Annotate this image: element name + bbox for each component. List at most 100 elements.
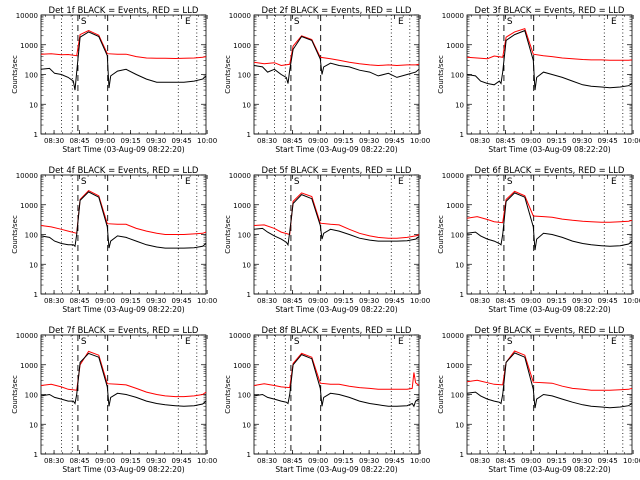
x-tick-label: 08:45 bbox=[282, 297, 302, 305]
x-tick-label: 08:30 bbox=[470, 137, 490, 145]
plot-frame bbox=[40, 14, 207, 135]
y-tick-label: 100 bbox=[25, 392, 38, 400]
x-tick-label: 09:00 bbox=[521, 137, 541, 145]
panel-6: Det 6f BLACK = Events, RED = LLD 1 10 100 10… bbox=[437, 166, 640, 314]
x-axis-label: Start Time (03-Aug-09 08:22:20) bbox=[488, 465, 610, 474]
y-tick-label: 10 bbox=[29, 261, 38, 269]
marker-label-e: E bbox=[611, 177, 617, 187]
panel-5: Det 5f BLACK = Events, RED = LLD 1 10 100 10… bbox=[224, 166, 430, 314]
x-tick-label: 08:45 bbox=[282, 457, 302, 465]
x-tick-label: 09:15 bbox=[333, 137, 353, 145]
x-tick-label: 08:30 bbox=[257, 137, 277, 145]
y-tick-label: 1000 bbox=[446, 202, 464, 210]
y-tick-label: 1000 bbox=[446, 42, 464, 50]
panel-4: Det 4f BLACK = Events, RED = LLD 1 10 100 10… bbox=[11, 166, 217, 314]
y-tick-label: 1000 bbox=[20, 362, 38, 370]
y-tick-label: 100 bbox=[451, 232, 464, 240]
y-tick-label: 1 bbox=[460, 291, 464, 299]
y-tick-label: 1000 bbox=[446, 362, 464, 370]
x-tick-label: 08:30 bbox=[470, 297, 490, 305]
x-axis-label: Start Time (03-Aug-09 08:22:20) bbox=[488, 305, 610, 314]
x-tick-label: 09:15 bbox=[333, 297, 353, 305]
y-tick-label: 10 bbox=[242, 101, 251, 109]
y-tick-label: 1000 bbox=[233, 42, 251, 50]
x-tick-label: 09:15 bbox=[546, 457, 566, 465]
x-tick-label: 09:15 bbox=[546, 137, 566, 145]
plot-frame bbox=[466, 14, 633, 135]
marker-label-s: S bbox=[507, 17, 513, 27]
x-tick-label: 09:45 bbox=[598, 457, 618, 465]
x-tick-label: 08:30 bbox=[44, 457, 64, 465]
marker-label-s: S bbox=[81, 17, 87, 27]
x-tick-label: 10:00 bbox=[410, 297, 430, 305]
x-tick-label: 09:15 bbox=[120, 137, 140, 145]
y-tick-label: 10000 bbox=[442, 12, 464, 20]
series-line-events bbox=[466, 29, 633, 91]
x-tick-label: 10:00 bbox=[623, 297, 640, 305]
y-tick-label: 1000 bbox=[20, 202, 38, 210]
series-line-events bbox=[40, 191, 207, 249]
y-tick-label: 100 bbox=[25, 72, 38, 80]
x-tick-label: 09:30 bbox=[359, 297, 379, 305]
panel-title: Det 1f BLACK = Events, RED = LLD bbox=[49, 6, 199, 16]
x-tick-label: 09:45 bbox=[598, 137, 618, 145]
marker-label-e: E bbox=[398, 17, 404, 27]
x-tick-label: 10:00 bbox=[410, 457, 430, 465]
y-axis-label: Counts/sec bbox=[11, 215, 19, 254]
x-tick-label: 10:00 bbox=[197, 457, 217, 465]
panel-9: Det 9f BLACK = Events, RED = LLD 1 10 100 10… bbox=[437, 326, 640, 474]
marker-label-e: E bbox=[185, 177, 191, 187]
y-tick-label: 1 bbox=[34, 291, 38, 299]
y-tick-label: 100 bbox=[25, 232, 38, 240]
x-tick-label: 10:00 bbox=[197, 137, 217, 145]
x-tick-label: 09:15 bbox=[120, 297, 140, 305]
y-tick-label: 1000 bbox=[233, 202, 251, 210]
y-tick-label: 1000 bbox=[20, 42, 38, 50]
marker-label-e: E bbox=[185, 337, 191, 347]
marker-label-s: S bbox=[507, 337, 513, 347]
plot-frame bbox=[253, 174, 420, 295]
y-tick-label: 10 bbox=[455, 261, 464, 269]
y-axis-label: Counts/sec bbox=[11, 375, 19, 414]
x-tick-label: 08:45 bbox=[282, 137, 302, 145]
panel-title: Det 2f BLACK = Events, RED = LLD bbox=[262, 6, 412, 16]
x-tick-label: 09:30 bbox=[359, 457, 379, 465]
panel-2: Det 2f BLACK = Events, RED = LLD 1 10 100 10… bbox=[224, 6, 430, 154]
series-line-events bbox=[466, 352, 633, 409]
panel-title: Det 3f BLACK = Events, RED = LLD bbox=[475, 6, 625, 16]
x-tick-label: 09:30 bbox=[572, 137, 592, 145]
y-tick-label: 100 bbox=[238, 392, 251, 400]
panel-title: Det 6f BLACK = Events, RED = LLD bbox=[475, 166, 625, 176]
y-tick-label: 100 bbox=[451, 392, 464, 400]
x-tick-label: 08:45 bbox=[69, 137, 89, 145]
x-tick-label: 08:45 bbox=[495, 297, 515, 305]
x-tick-label: 09:45 bbox=[172, 457, 192, 465]
y-tick-label: 10 bbox=[455, 421, 464, 429]
x-tick-label: 09:45 bbox=[385, 137, 405, 145]
x-tick-label: 08:45 bbox=[69, 297, 89, 305]
x-axis-label: Start Time (03-Aug-09 08:22:20) bbox=[275, 305, 397, 314]
marker-label-s: S bbox=[294, 177, 300, 187]
panel-8: Det 8f BLACK = Events, RED = LLD 1 10 100 10… bbox=[224, 326, 430, 474]
x-tick-label: 09:30 bbox=[359, 137, 379, 145]
y-axis-label: Counts/sec bbox=[437, 55, 445, 94]
y-tick-label: 1 bbox=[247, 291, 251, 299]
y-tick-label: 10000 bbox=[229, 172, 251, 180]
y-tick-label: 10000 bbox=[16, 12, 38, 20]
x-tick-label: 09:15 bbox=[546, 297, 566, 305]
x-tick-label: 09:30 bbox=[572, 457, 592, 465]
x-axis-label: Start Time (03-Aug-09 08:22:20) bbox=[62, 465, 184, 474]
panel-1: Det 1f BLACK = Events, RED = LLD 1 10 100 10… bbox=[11, 6, 217, 154]
x-tick-label: 08:45 bbox=[495, 137, 515, 145]
y-tick-label: 100 bbox=[238, 72, 251, 80]
marker-label-e: E bbox=[185, 17, 191, 27]
y-axis-label: Counts/sec bbox=[224, 375, 232, 414]
x-tick-label: 09:00 bbox=[95, 457, 115, 465]
series-line-lld bbox=[40, 350, 207, 398]
y-tick-label: 1 bbox=[247, 131, 251, 139]
x-tick-label: 09:30 bbox=[146, 297, 166, 305]
series-line-events bbox=[40, 31, 207, 91]
x-tick-label: 09:30 bbox=[146, 137, 166, 145]
y-axis-label: Counts/sec bbox=[224, 55, 232, 94]
y-tick-label: 1 bbox=[460, 451, 464, 459]
